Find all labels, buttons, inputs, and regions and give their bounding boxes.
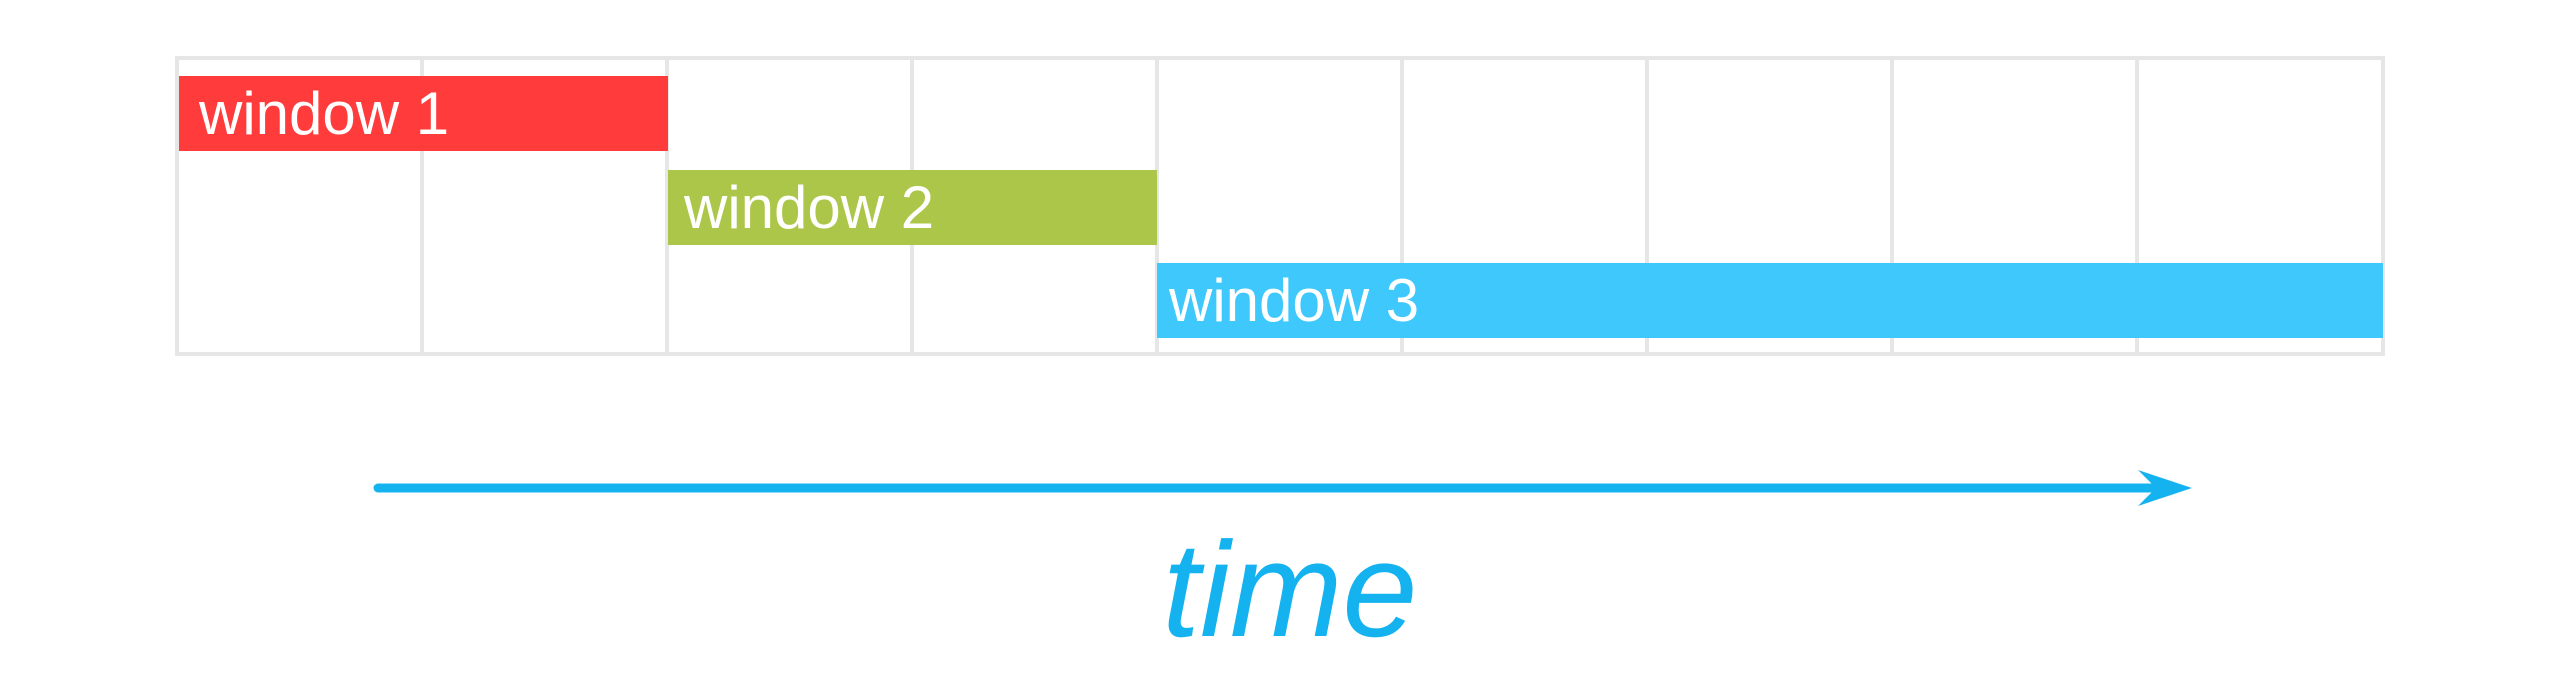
grid-divider xyxy=(2135,60,2139,352)
window-1-bar: window 1 xyxy=(179,76,668,151)
grid-divider xyxy=(1155,60,1159,352)
grid-divider xyxy=(665,60,669,352)
window-2-label: window 2 xyxy=(684,173,935,241)
arrowhead-icon xyxy=(2138,470,2192,506)
grid-divider xyxy=(1645,60,1649,352)
window-2-bar: window 2 xyxy=(668,170,1157,245)
window-3-label: window 3 xyxy=(1169,266,1420,334)
grid-divider xyxy=(420,60,424,352)
window-1-label: window 1 xyxy=(199,79,450,147)
grid-divider xyxy=(1890,60,1894,352)
time-axis-label: time xyxy=(1162,514,1418,665)
time-arrow xyxy=(373,470,2192,506)
window-3-bar: window 3 xyxy=(1157,263,2383,338)
grid-divider xyxy=(1400,60,1404,352)
